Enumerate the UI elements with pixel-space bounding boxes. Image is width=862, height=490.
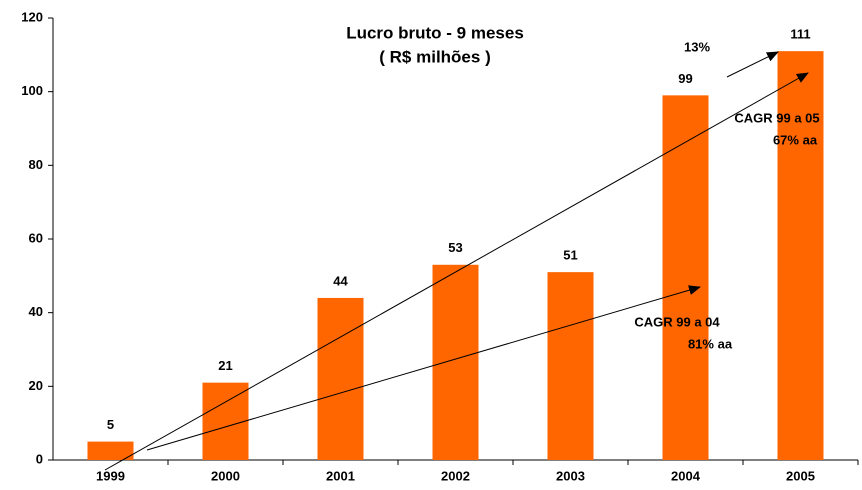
arrow — [726, 51, 779, 78]
annotation: 13% — [684, 39, 710, 54]
data-label: 111 — [790, 27, 810, 42]
data-label: 44 — [333, 273, 348, 288]
bar — [547, 272, 594, 460]
data-label: 5 — [107, 417, 114, 432]
arrow — [104, 72, 809, 471]
data-label: 53 — [448, 240, 462, 255]
x-tick-label: 2000 — [211, 468, 240, 483]
bar — [777, 51, 824, 461]
x-tick-label: 2003 — [556, 468, 585, 483]
arrow — [146, 285, 701, 451]
x-tick-label: 2005 — [786, 468, 815, 483]
y-tick-label: 120 — [21, 9, 43, 24]
x-tick-label: 2001 — [326, 468, 355, 483]
bar — [432, 264, 479, 460]
data-label: 99 — [678, 71, 692, 86]
bar — [202, 382, 249, 460]
x-tick-label: 1999 — [96, 468, 125, 483]
y-tick-label: 20 — [29, 378, 43, 393]
chart-title: Lucro bruto - 9 meses — [346, 23, 524, 42]
y-tick-label: 100 — [21, 83, 43, 98]
data-label: 21 — [218, 358, 232, 373]
bar — [662, 95, 709, 460]
annotation: CAGR 99 a 05 — [734, 110, 819, 125]
y-tick-label: 60 — [29, 230, 43, 245]
annotation: 81% aa — [688, 336, 733, 351]
y-tick-label: 0 — [36, 451, 43, 466]
bar — [87, 441, 134, 460]
annotation: CAGR 99 a 04 — [634, 314, 720, 329]
y-tick-label: 80 — [29, 157, 43, 172]
chart-subtitle: ( R$ milhões ) — [379, 47, 490, 66]
annotation: 67% aa — [773, 132, 818, 147]
y-tick-label: 40 — [29, 304, 43, 319]
bar — [317, 297, 364, 460]
x-tick-label: 2004 — [671, 468, 701, 483]
data-label: 51 — [563, 248, 577, 263]
x-tick-label: 2002 — [441, 468, 470, 483]
